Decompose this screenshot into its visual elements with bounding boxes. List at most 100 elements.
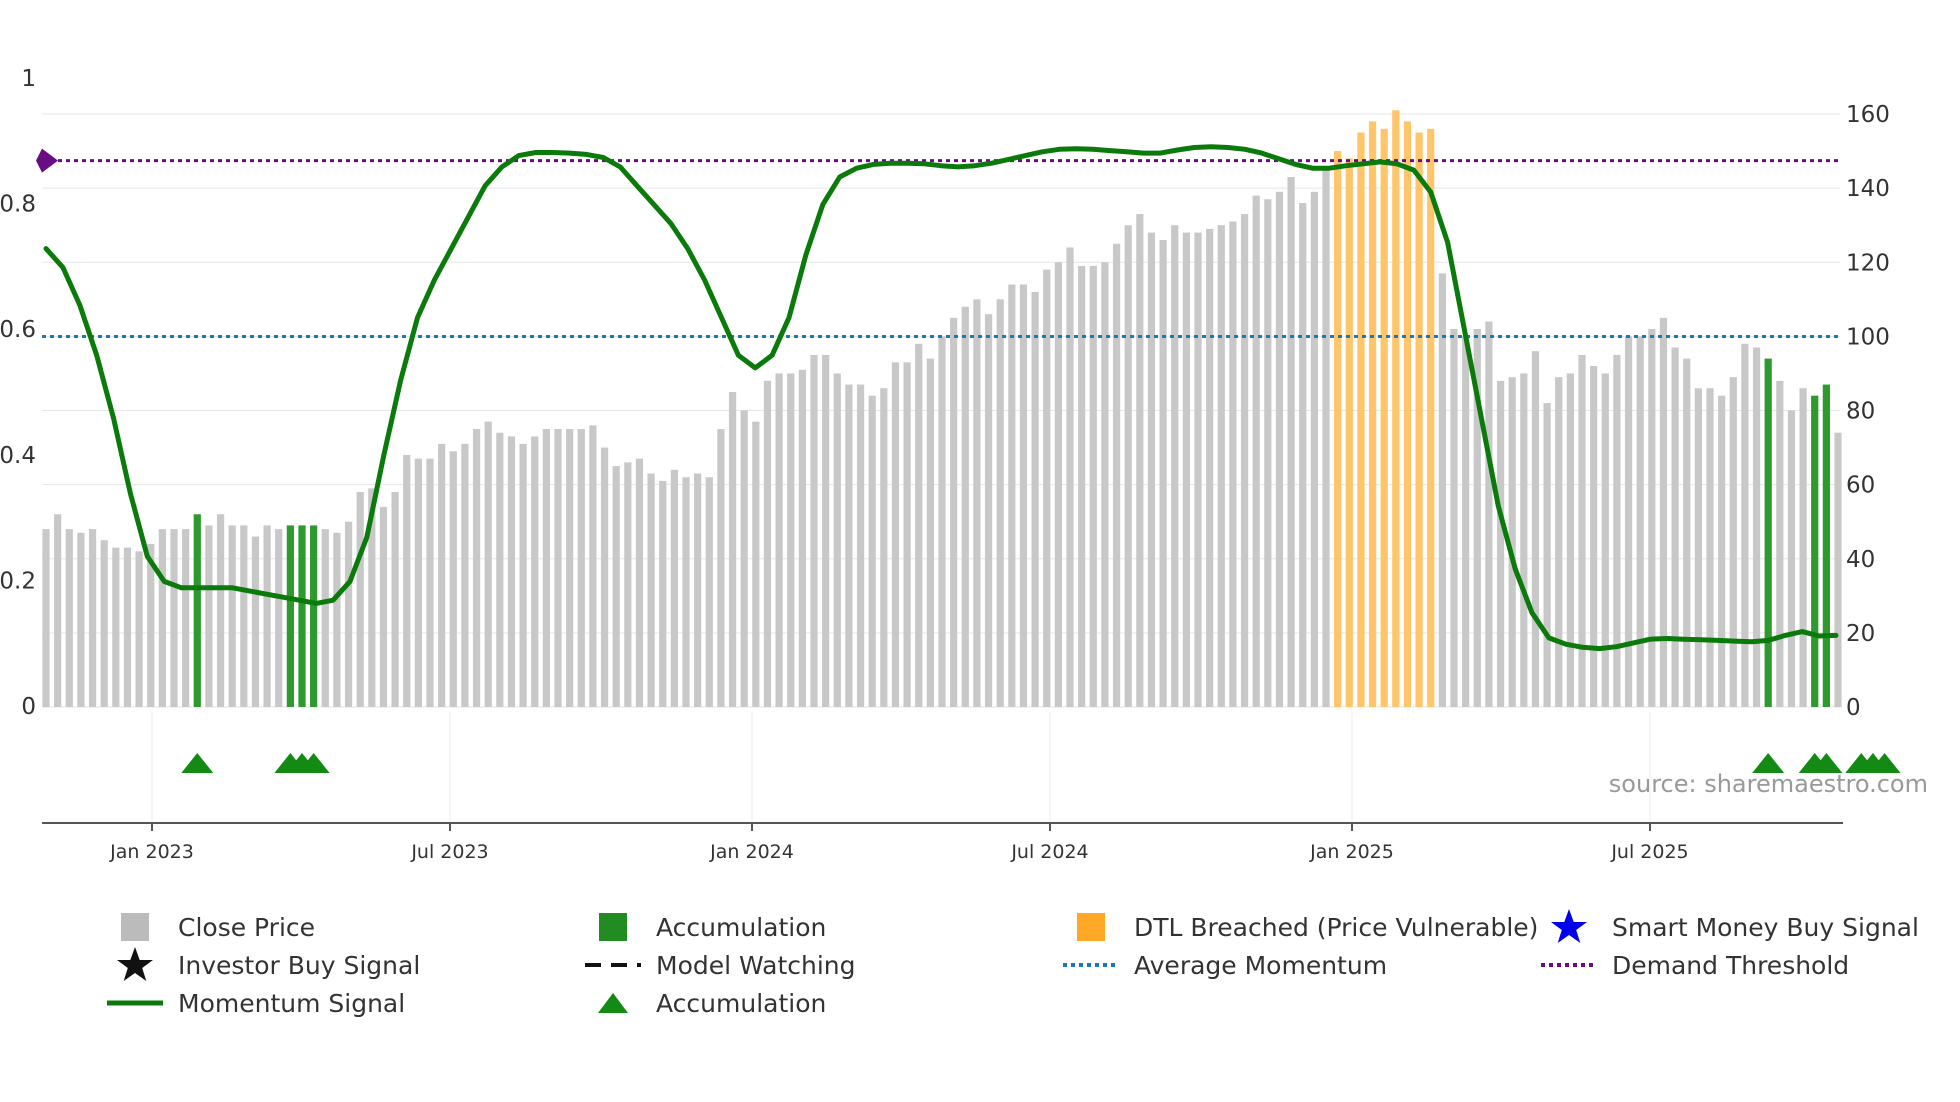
close-price-bar xyxy=(1508,377,1516,707)
dtl-breached-bar xyxy=(1415,132,1423,707)
close-price-bar xyxy=(112,547,120,707)
close-price-bar xyxy=(1473,328,1481,707)
close-price-bar xyxy=(1624,336,1633,707)
close-price-bar xyxy=(915,343,923,707)
source-label: source: sharemaestro.com xyxy=(1609,770,1928,798)
close-price-bar xyxy=(1694,388,1702,707)
dtl-breached-bar xyxy=(1368,121,1377,708)
dtl-breached-bar xyxy=(1403,121,1412,708)
right-axis-tick: 0 xyxy=(1846,695,1861,721)
close-price-bar xyxy=(1636,336,1644,707)
reference-lines xyxy=(36,148,1840,338)
close-price-bar xyxy=(333,532,341,707)
close-price-bar xyxy=(1217,225,1225,707)
close-price-bar xyxy=(531,436,539,707)
close-price-bar xyxy=(1264,199,1272,707)
legend: Close Price Accumulation DTL Breached (Pri… xyxy=(0,909,1960,1060)
legend-label: Model Watching xyxy=(656,950,856,980)
close-price-bar xyxy=(1799,388,1807,707)
legend-label: Average Momentum xyxy=(1134,950,1388,980)
dtl-breached-bar xyxy=(1427,128,1435,707)
close-price-bar xyxy=(461,443,469,707)
close-price-bar xyxy=(775,373,783,707)
close-price-bar xyxy=(694,473,702,707)
close-price-bar xyxy=(449,451,457,707)
close-price-bar xyxy=(182,529,190,707)
momentum-signal-layer xyxy=(43,144,1839,652)
close-price-bar xyxy=(1776,380,1784,707)
close-price-bar xyxy=(589,425,597,707)
close-price-bar xyxy=(1182,232,1190,707)
green-triangle-icon xyxy=(578,986,648,1020)
right-axis-tick: 20 xyxy=(1846,621,1875,647)
close-price-bar xyxy=(938,336,946,707)
close-price-bar xyxy=(682,477,690,707)
close-price-bar xyxy=(1252,195,1260,707)
green-line-icon xyxy=(100,986,170,1020)
dtl-breached-bar xyxy=(1334,151,1342,707)
close-price-bar xyxy=(344,521,353,707)
close-price-bar xyxy=(624,462,632,707)
x-tick-label: Jan 2025 xyxy=(1309,841,1394,863)
close-price-bar xyxy=(426,458,434,707)
legend-item: Investor Buy Signal xyxy=(100,947,420,982)
close-price-bar xyxy=(1462,336,1470,707)
close-price-bar xyxy=(507,436,516,707)
close-price-bar xyxy=(1485,321,1493,707)
close-price-bar xyxy=(1322,169,1330,707)
close-price-bar xyxy=(1287,177,1295,708)
dtl-breached-bar xyxy=(1392,110,1400,707)
close-price-bar xyxy=(740,410,748,707)
close-price-bar xyxy=(240,525,248,707)
close-price-bar xyxy=(822,354,830,707)
close-price-bar xyxy=(891,362,900,707)
close-price-bar xyxy=(1613,354,1621,707)
green-square-icon xyxy=(578,910,648,944)
legend-label: Momentum Signal xyxy=(178,988,406,1018)
close-price-bar xyxy=(798,369,806,707)
close-price-bar xyxy=(752,421,760,707)
accumulation-bar xyxy=(310,525,318,707)
close-price-bar xyxy=(705,477,713,707)
close-price-bar xyxy=(1043,269,1051,707)
close-price-bar xyxy=(1566,373,1574,707)
close-price-bar xyxy=(391,492,399,707)
close-price-bar xyxy=(100,540,108,707)
close-price-bar xyxy=(810,354,818,707)
right-axis-tick: 160 xyxy=(1846,102,1890,128)
close-price-bar xyxy=(321,529,329,707)
legend-item: Close Price xyxy=(100,910,315,944)
close-price-bar xyxy=(1275,191,1284,708)
close-price-bar xyxy=(158,529,166,707)
accumulation-bar xyxy=(298,525,306,707)
legend-item: Accumulation xyxy=(578,986,826,1020)
grey-square-icon xyxy=(100,910,170,944)
close-price-bar xyxy=(1648,328,1656,707)
close-price-bar xyxy=(833,373,841,707)
close-price-bar xyxy=(1310,191,1318,708)
demand-threshold-marker xyxy=(36,148,58,173)
close-price-bar xyxy=(1229,221,1237,707)
left-axis-tick: 0 xyxy=(21,694,36,720)
close-price-bar xyxy=(65,529,73,707)
close-price-bar xyxy=(1729,377,1737,707)
left-axis-ticks: 0 0.2 0.4 0.6 0.8 1 xyxy=(0,66,36,720)
close-price-bar xyxy=(1019,284,1028,707)
close-price-bar xyxy=(600,447,609,707)
right-axis-ticks: 0 20 40 60 80 100 120 140 160 xyxy=(1846,102,1890,721)
close-price-bar xyxy=(659,480,667,707)
legend-label: Smart Money Buy Signal xyxy=(1612,912,1919,942)
close-price-bar xyxy=(996,299,1004,707)
accumulation-triangles xyxy=(181,753,1901,773)
close-price-bar xyxy=(438,443,446,707)
close-price-bar xyxy=(1671,347,1679,707)
dtl-breached-bar xyxy=(1345,158,1353,708)
close-price-bar xyxy=(228,525,236,707)
close-price-bar xyxy=(1124,225,1132,707)
left-axis-tick: 0.4 xyxy=(0,443,36,469)
close-price-bar xyxy=(1520,373,1528,707)
close-price-bar xyxy=(275,529,283,707)
right-axis-tick: 100 xyxy=(1846,324,1890,350)
close-price-bar xyxy=(717,429,725,707)
close-price-bar xyxy=(1206,228,1214,708)
